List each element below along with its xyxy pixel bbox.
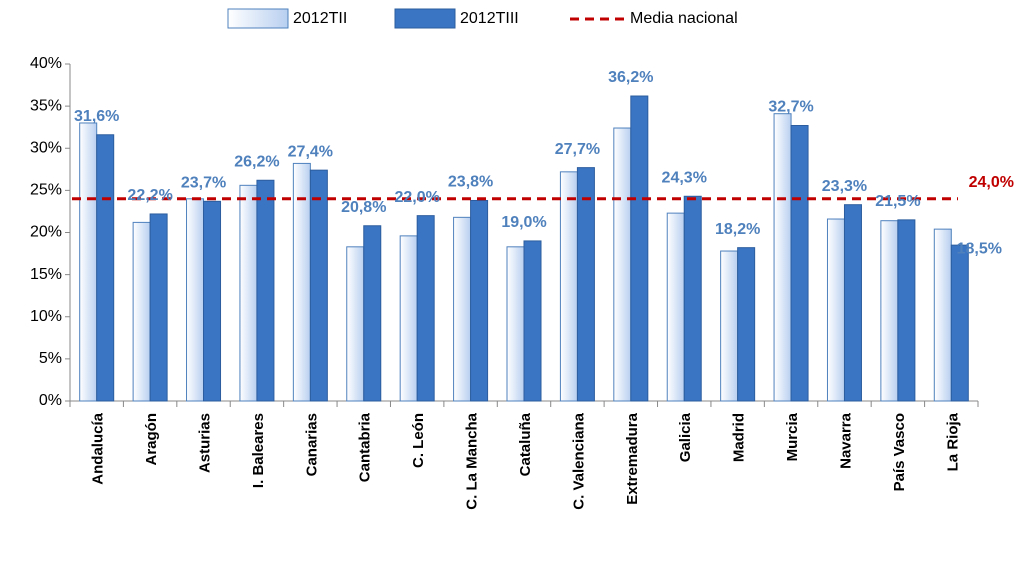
bar <box>309 169 328 402</box>
y-tick-label: 30% <box>30 139 62 156</box>
bar <box>256 179 275 402</box>
value-label: 23,8% <box>448 174 493 191</box>
x-tick-label: Aragón <box>143 413 160 466</box>
value-label: 24,3% <box>662 169 707 186</box>
value-label: 18,5% <box>957 240 1002 257</box>
bar <box>203 200 222 402</box>
value-label: 22,2% <box>127 187 172 204</box>
value-label: 27,4% <box>288 143 333 160</box>
value-label: 22,0% <box>394 189 439 206</box>
x-tick-label: País Vasco <box>891 413 908 491</box>
bar <box>933 228 952 402</box>
value-label: 23,7% <box>181 175 226 192</box>
bar <box>843 204 862 402</box>
bar <box>683 195 702 402</box>
y-tick-label: 15% <box>30 266 62 283</box>
bar <box>132 221 151 402</box>
bar <box>897 219 916 402</box>
x-tick-label: Cataluña <box>517 412 534 476</box>
bar <box>666 212 685 402</box>
y-tick-label: 10% <box>30 308 62 325</box>
legend-label: 2012TII <box>293 10 347 27</box>
value-label: 31,6% <box>74 108 119 125</box>
x-tick-label: Canarias <box>303 413 320 476</box>
bar <box>720 250 739 402</box>
bar <box>79 122 98 402</box>
value-label: 21,5% <box>875 193 920 210</box>
bar <box>96 134 115 402</box>
x-tick-label: Navarra <box>837 412 854 469</box>
bar <box>773 113 792 402</box>
bar <box>559 171 578 402</box>
bar <box>630 95 649 402</box>
x-tick-label: Asturias <box>196 413 213 473</box>
legend-swatch <box>394 8 456 29</box>
bar <box>523 240 542 402</box>
y-tick-label: 20% <box>30 224 62 241</box>
y-tick-label: 0% <box>39 392 62 409</box>
bar <box>239 184 258 402</box>
value-label: 18,2% <box>715 221 760 238</box>
bar <box>346 246 365 402</box>
value-label: 36,2% <box>608 69 653 86</box>
legend-swatch <box>227 8 289 29</box>
bar <box>737 247 756 402</box>
x-tick-label: C. León <box>410 413 427 468</box>
y-tick-label: 5% <box>39 350 62 367</box>
legend-label: Media nacional <box>630 10 738 27</box>
x-tick-label: Galicia <box>677 412 694 462</box>
bar <box>470 199 489 402</box>
reference-label: 24,0% <box>969 174 1014 191</box>
x-tick-label: Extremadura <box>624 412 641 504</box>
value-label: 26,2% <box>234 153 279 170</box>
value-label: 23,3% <box>822 178 867 195</box>
bar <box>613 127 632 402</box>
bar <box>950 244 969 402</box>
bar <box>186 198 205 402</box>
bar <box>453 216 472 402</box>
x-tick-label: Cantabria <box>357 412 374 482</box>
bar <box>399 235 418 402</box>
bar <box>363 225 382 402</box>
y-tick-label: 25% <box>30 182 62 199</box>
bar <box>790 125 809 402</box>
bar <box>149 213 168 402</box>
value-label: 19,0% <box>501 214 546 231</box>
bar <box>506 246 525 402</box>
x-tick-label: Madrid <box>731 413 748 462</box>
x-tick-label: C. Valenciana <box>570 412 587 509</box>
bar <box>416 215 435 402</box>
x-tick-label: C. La Mancha <box>464 412 481 509</box>
x-tick-label: Andalucía <box>90 412 107 484</box>
y-tick-label: 35% <box>30 97 62 114</box>
x-tick-label: I. Baleares <box>250 413 267 488</box>
y-tick-label: 40% <box>30 55 62 72</box>
value-label: 20,8% <box>341 199 386 216</box>
bar <box>880 220 899 402</box>
x-tick-label: La Rioja <box>944 412 961 471</box>
x-tick-label: Murcia <box>784 412 801 461</box>
legend-label: 2012TIII <box>460 10 519 27</box>
bar <box>576 167 595 402</box>
value-label: 27,7% <box>555 141 600 158</box>
bar <box>826 218 845 402</box>
value-label: 32,7% <box>768 99 813 116</box>
